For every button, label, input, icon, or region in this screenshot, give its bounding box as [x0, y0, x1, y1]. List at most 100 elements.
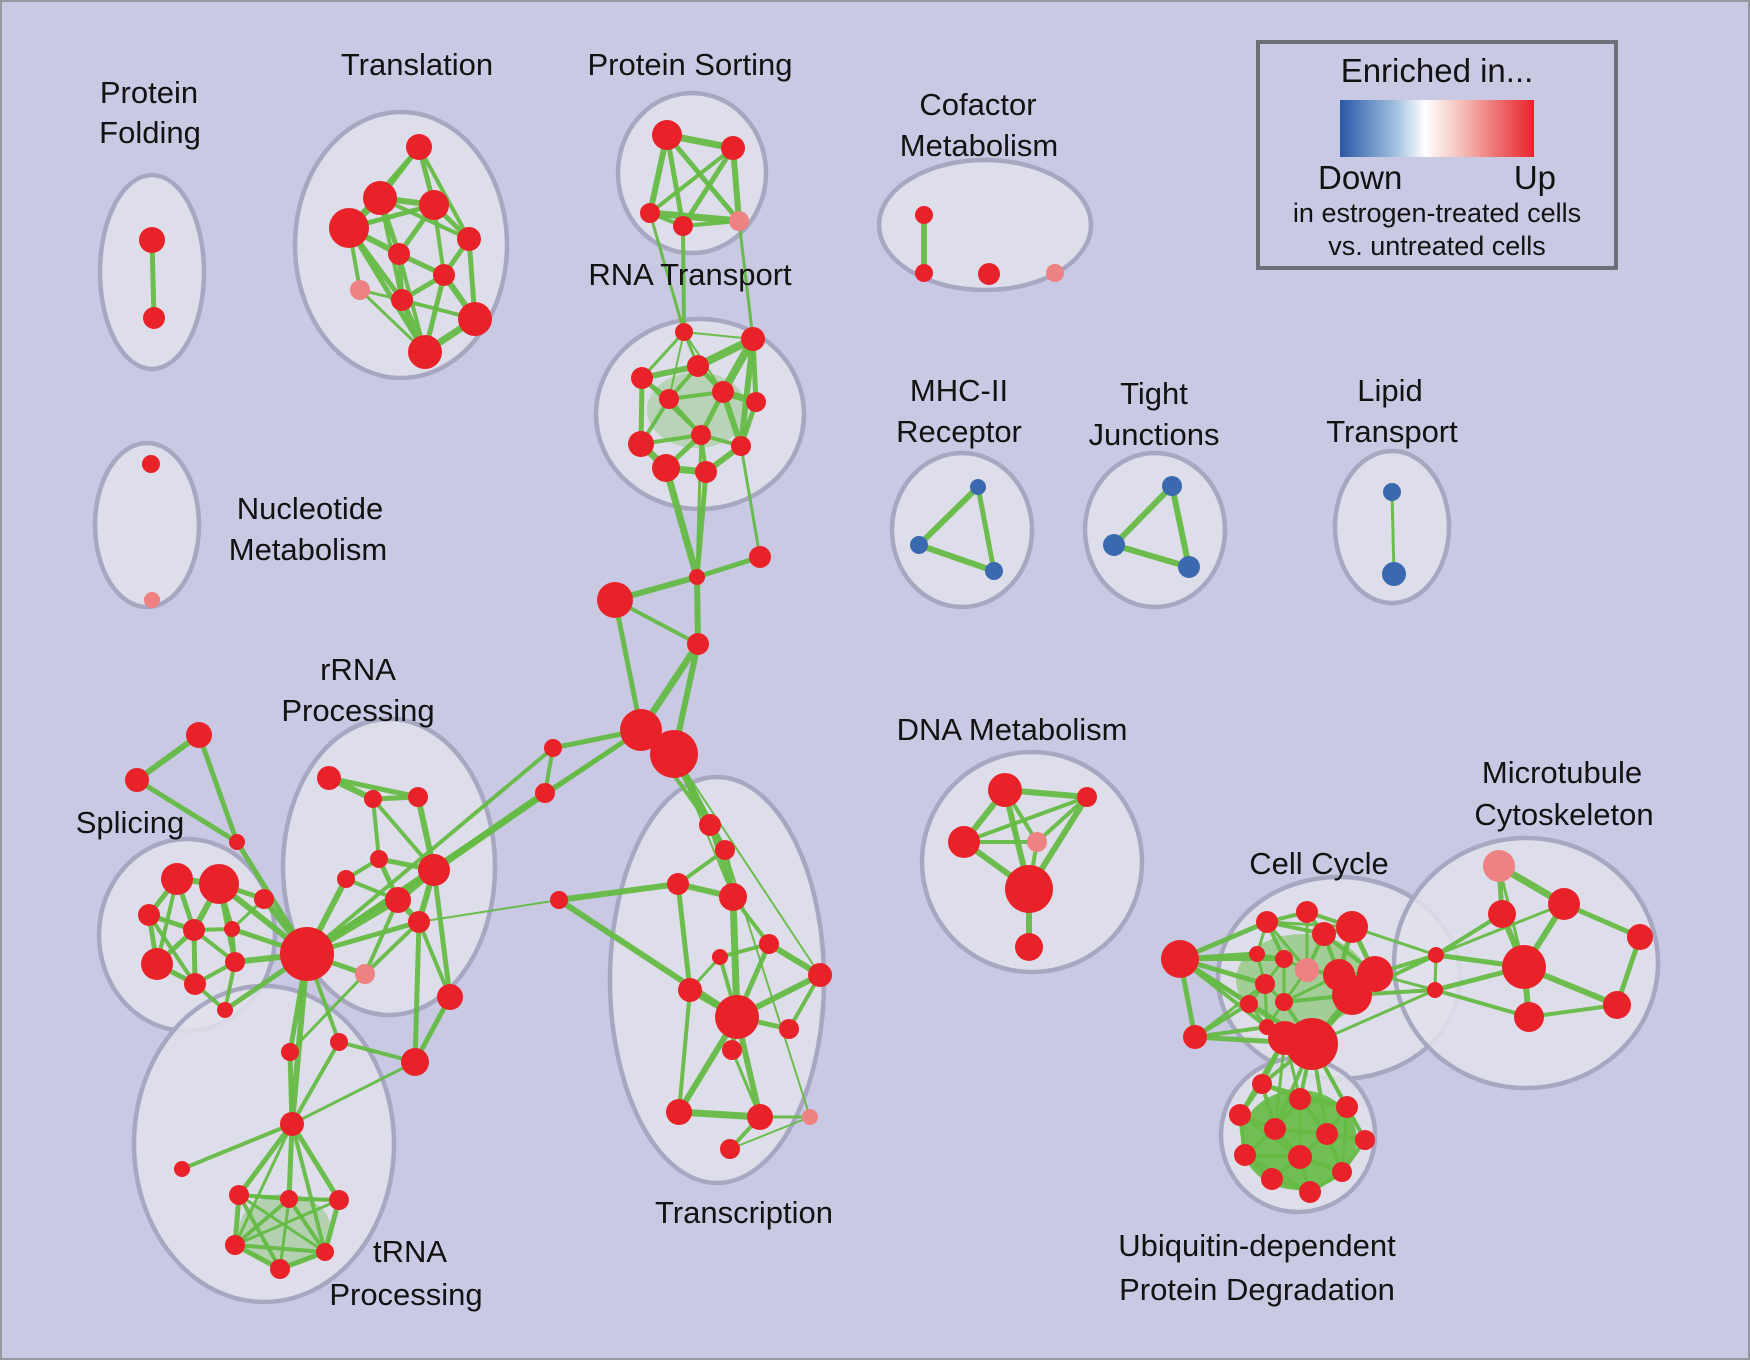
edge-tr12-tr13 [675, 1108, 764, 1121]
cluster-ellipse-cofactor-metabolism [876, 157, 1094, 293]
node-tj3 [1178, 556, 1200, 578]
node-t8 [350, 280, 370, 300]
node-cc6 [1336, 911, 1368, 943]
node-t1 [406, 134, 432, 160]
node-cf1 [915, 206, 933, 224]
cluster-label-translation: Translation [341, 47, 493, 82]
node-sp1 [161, 863, 193, 895]
node-rt6 [712, 381, 734, 403]
cluster-label-dna-metabolism: DNA Metabolism [897, 712, 1128, 747]
edge-tri2-tri3 [134, 777, 240, 845]
node-rt9 [628, 431, 654, 457]
node-s2 [535, 783, 555, 803]
edge-rt1-rt5 [668, 331, 685, 400]
edge-rt8-c1 [695, 433, 703, 579]
edge-ps3-rt1 [648, 211, 686, 334]
edge-ps2-ps3 [648, 146, 735, 215]
node-rr2 [364, 790, 382, 808]
node-d2 [1077, 787, 1097, 807]
edge-tr8-tr12 [677, 988, 692, 1114]
node-d5 [1005, 865, 1053, 913]
node-mc4 [1502, 945, 1546, 989]
legend-endpoint-labels: Down Up [1318, 159, 1556, 197]
legend-caption-line2: vs. untreated cells [1328, 231, 1546, 261]
node-cc17 [1357, 956, 1393, 992]
node-rt11 [695, 461, 717, 483]
node-tr1 [699, 814, 721, 836]
edge-hub-tc1 [289, 951, 310, 1127]
edge-ps1-ps4 [664, 132, 686, 229]
node-n1 [142, 455, 160, 473]
edge-c1-c2 [694, 554, 763, 580]
edge-tn2-tn5 [287, 1197, 327, 1254]
node-tr4 [719, 883, 747, 911]
node-g2 [650, 730, 698, 778]
cluster-label-nucleotide-metabolism-line1: Nucleotide [237, 491, 383, 526]
nodes-layer [125, 120, 1653, 1279]
node-tn5 [316, 1243, 334, 1261]
cluster-label-ubiquitin-degradation-line2: Protein Degradation [1119, 1272, 1395, 1307]
cluster-label-tight-junctions-line1: Tight [1120, 376, 1188, 411]
node-cc3 [1256, 911, 1278, 933]
node-d3 [948, 826, 980, 858]
node-ps3 [640, 203, 660, 223]
edge-ps4-rt1 [681, 224, 686, 334]
edge-rr11-tc1 [290, 1060, 417, 1126]
node-hub [280, 927, 334, 981]
cluster-label-splicing: Splicing [76, 805, 185, 840]
node-mc3 [1488, 900, 1516, 928]
edge-rr1-rr3 [326, 775, 421, 800]
edge-jn2-mc6 [1433, 988, 1531, 1019]
node-mc7 [1627, 924, 1653, 950]
node-rr7 [385, 887, 411, 913]
node-tr12 [666, 1099, 692, 1125]
edge-tr14-tr15 [729, 1116, 811, 1150]
edge-jn1-mc2 [1434, 902, 1566, 957]
node-cf2 [915, 264, 933, 282]
edge-ps3-ps5 [646, 209, 743, 225]
node-c3 [597, 582, 633, 618]
node-t7 [433, 264, 455, 286]
cluster-ellipse-mhc-ii-receptor [889, 450, 1035, 610]
node-rr3 [408, 787, 428, 807]
node-mc6 [1514, 1002, 1544, 1032]
node-tj1 [1162, 476, 1182, 496]
cluster-label-rna-transport: RNA Transport [588, 257, 792, 292]
edge-c3-g1 [612, 597, 644, 733]
cluster-label-ubiquitin-degradation-line1: Ubiquitin-dependent [1118, 1228, 1396, 1263]
node-u4 [1229, 1104, 1251, 1126]
node-u6 [1316, 1123, 1338, 1145]
edge-tj1-tj3 [1169, 483, 1192, 570]
node-sp5 [224, 921, 240, 937]
node-tr2 [715, 840, 735, 860]
node-cc13 [1275, 993, 1293, 1011]
edge-m2-m3 [916, 542, 997, 574]
legend-gradient-bar [1340, 100, 1534, 157]
edge-pf1-pf2 [149, 237, 157, 321]
node-rt10 [652, 454, 680, 482]
node-u11 [1261, 1168, 1283, 1190]
edge-rr8-tr5 [418, 899, 560, 923]
cluster-label-protein-sorting: Protein Sorting [587, 47, 792, 82]
node-cc9 [1295, 958, 1319, 982]
node-tr15 [720, 1139, 740, 1159]
node-u2 [1289, 1088, 1311, 1110]
legend-caption-line1: in estrogen-treated cells [1292, 198, 1582, 228]
legend-down-label: Down [1318, 159, 1403, 196]
edge-tc1-tn5 [290, 1122, 327, 1254]
edge-tn3-tn4 [233, 1198, 341, 1247]
cluster-label-tight-junctions-line2: Junctions [1089, 417, 1220, 452]
node-u7 [1355, 1130, 1375, 1150]
node-rt8 [691, 425, 711, 445]
node-c2 [749, 546, 771, 568]
node-t9 [391, 289, 413, 311]
edge-m1-m2 [916, 484, 981, 548]
node-mc2 [1548, 888, 1580, 920]
node-rt1 [675, 323, 693, 341]
node-cc1 [1161, 940, 1199, 978]
node-rt4 [631, 367, 653, 389]
node-tr6 [712, 949, 728, 965]
node-tr8 [678, 978, 702, 1002]
edge-t4-t11 [346, 225, 428, 355]
